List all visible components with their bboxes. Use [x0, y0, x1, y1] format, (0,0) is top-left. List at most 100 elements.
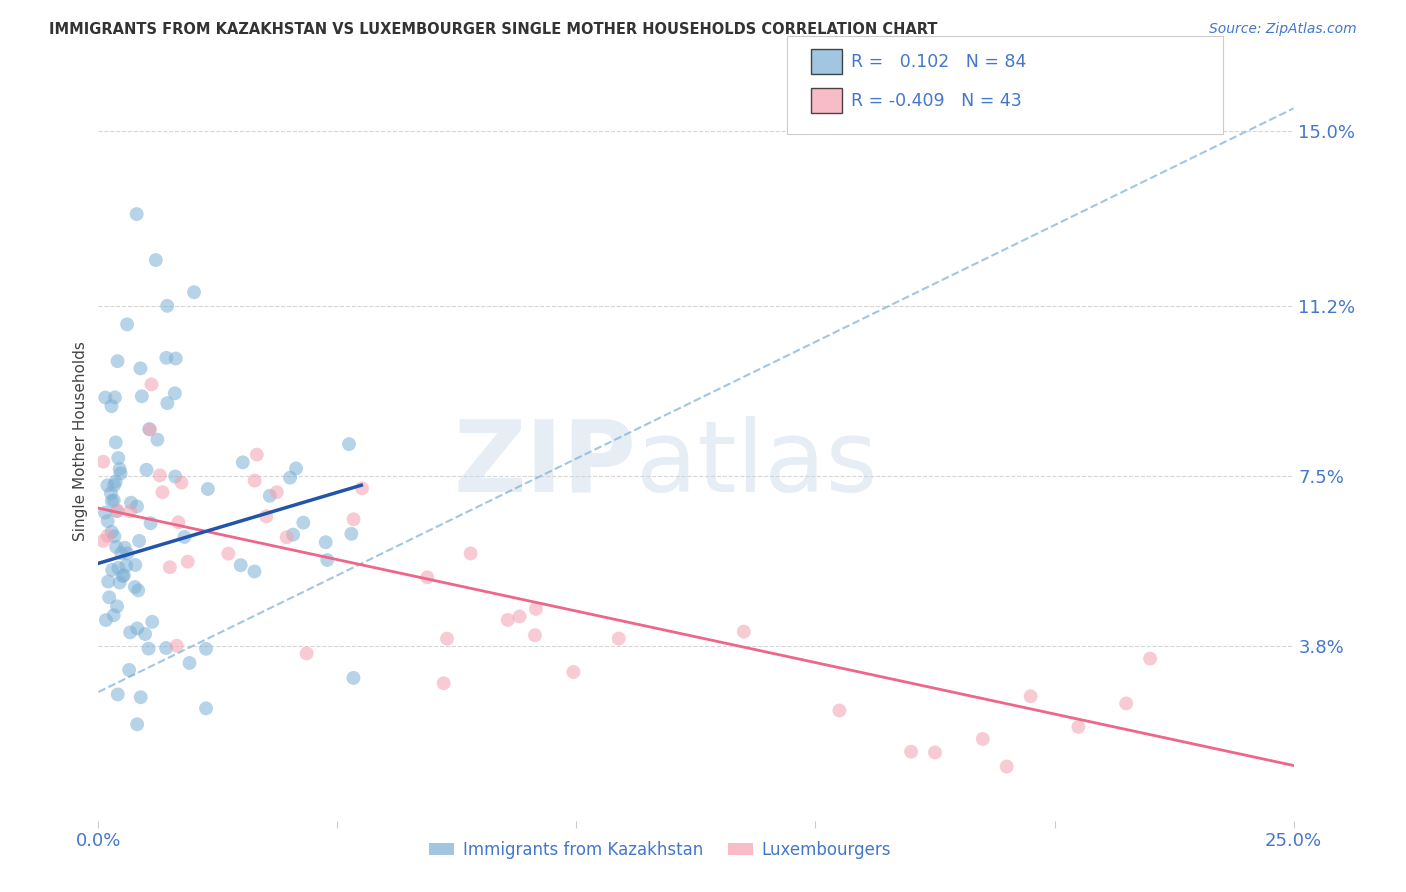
Point [110, 546, 132, 560]
Y-axis label: Single Mother Households: Single Mother Households [73, 342, 89, 541]
Point [281, 527, 304, 541]
Point [524, 602, 547, 616]
Point [112, 568, 135, 582]
Point [110, 467, 132, 481]
Point [156, 299, 179, 313]
Point [496, 613, 519, 627]
Point [509, 609, 531, 624]
Point [128, 533, 150, 548]
Point [152, 485, 174, 500]
Point [108, 575, 131, 590]
Point [342, 671, 364, 685]
Point [972, 731, 994, 746]
Point [127, 622, 149, 636]
Point [828, 704, 851, 718]
Point [139, 516, 162, 531]
Point [101, 494, 124, 508]
Point [179, 656, 201, 670]
Point [129, 690, 152, 705]
Point [100, 486, 122, 500]
Point [217, 547, 239, 561]
Point [94, 613, 117, 627]
Point [103, 529, 125, 543]
Point [436, 632, 458, 646]
Point [1067, 720, 1090, 734]
Point [115, 318, 138, 332]
Point [107, 504, 129, 518]
Point [295, 647, 318, 661]
Point [232, 455, 254, 469]
Point [91, 455, 114, 469]
Point [278, 470, 301, 484]
Legend: Immigrants from Kazakhstan, Luxembourgers: Immigrants from Kazakhstan, Luxembourger… [423, 834, 897, 865]
Point [460, 546, 482, 560]
Point [156, 396, 179, 410]
Point [165, 351, 187, 366]
Point [107, 354, 129, 368]
Point [197, 482, 219, 496]
Point [94, 391, 117, 405]
Point [107, 450, 129, 465]
Text: Source: ZipAtlas.com: Source: ZipAtlas.com [1209, 22, 1357, 37]
Point [105, 540, 128, 554]
Point [141, 615, 163, 629]
Point [1139, 651, 1161, 665]
Point [166, 639, 188, 653]
Point [195, 641, 218, 656]
Point [103, 493, 125, 508]
Point [924, 746, 946, 760]
Point [127, 583, 149, 598]
Point [177, 555, 200, 569]
Point [315, 535, 337, 549]
Point [131, 389, 153, 403]
Point [96, 529, 118, 543]
Point [100, 524, 122, 539]
Point [416, 570, 439, 584]
Point [276, 530, 298, 544]
Point [352, 481, 374, 495]
Point [125, 500, 148, 514]
Point [104, 475, 127, 489]
Point [159, 560, 181, 574]
Point [246, 448, 269, 462]
Point [97, 574, 120, 589]
Point [254, 509, 277, 524]
Point [104, 390, 127, 404]
Point [342, 512, 364, 526]
Point [111, 569, 134, 583]
Point [243, 565, 266, 579]
Text: R =   0.102   N = 84: R = 0.102 N = 84 [851, 53, 1026, 70]
Point [115, 558, 138, 573]
Point [149, 468, 172, 483]
Point [733, 624, 755, 639]
Point [97, 514, 120, 528]
Point [155, 640, 177, 655]
Point [104, 435, 127, 450]
Point [337, 437, 360, 451]
Point [120, 504, 142, 518]
Point [292, 516, 315, 530]
Point [562, 665, 585, 679]
Point [96, 478, 118, 492]
Point [145, 253, 167, 268]
Point [138, 422, 160, 436]
Text: ZIP: ZIP [453, 416, 637, 513]
Point [135, 463, 157, 477]
Point [125, 207, 148, 221]
Point [523, 628, 546, 642]
Text: atlas: atlas [637, 416, 877, 513]
Point [134, 627, 156, 641]
Point [170, 475, 193, 490]
Point [139, 423, 162, 437]
Point [118, 663, 141, 677]
Point [105, 504, 128, 518]
Point [101, 563, 124, 577]
Point [94, 506, 117, 520]
Point [107, 561, 129, 575]
Point [285, 461, 308, 475]
Point [107, 688, 129, 702]
Point [124, 558, 146, 572]
Point [163, 386, 186, 401]
Point [103, 478, 125, 492]
Point [141, 377, 163, 392]
